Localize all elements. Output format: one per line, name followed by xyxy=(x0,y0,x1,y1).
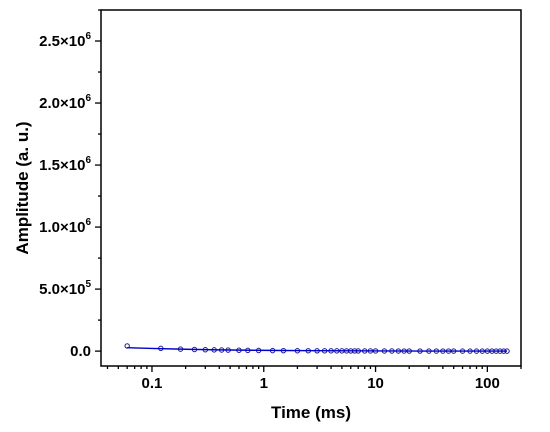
y-tick-label: 1.5×106 xyxy=(39,155,91,174)
plot-content xyxy=(124,343,510,354)
y-axis-title: Amplitude (a. u.) xyxy=(13,121,32,254)
y-tick-label: 5.0×105 xyxy=(39,279,91,298)
x-tick-label: 0.1 xyxy=(142,375,163,392)
x-tick-label: 10 xyxy=(367,375,384,392)
x-tick-label: 100 xyxy=(475,375,500,392)
y-tick-label: 2.5×106 xyxy=(39,31,91,50)
x-tick-label: 1 xyxy=(260,375,268,392)
y-tick-labels: 0.0 5.0×105 1.0×106 1.5×106 2.0×106 2.5×106 xyxy=(39,31,91,360)
axis-ticks xyxy=(95,9,522,372)
y-tick-label: 1.0×106 xyxy=(39,217,91,236)
y-tick-label: 2.0×106 xyxy=(39,93,91,112)
fit-line xyxy=(127,346,508,352)
x-tick-labels: 0.1 1 10 100 xyxy=(142,375,500,392)
x-axis-title: Time (ms) xyxy=(271,403,351,422)
y-tick-label: 0.0 xyxy=(70,343,91,360)
plot-frame xyxy=(100,9,522,367)
